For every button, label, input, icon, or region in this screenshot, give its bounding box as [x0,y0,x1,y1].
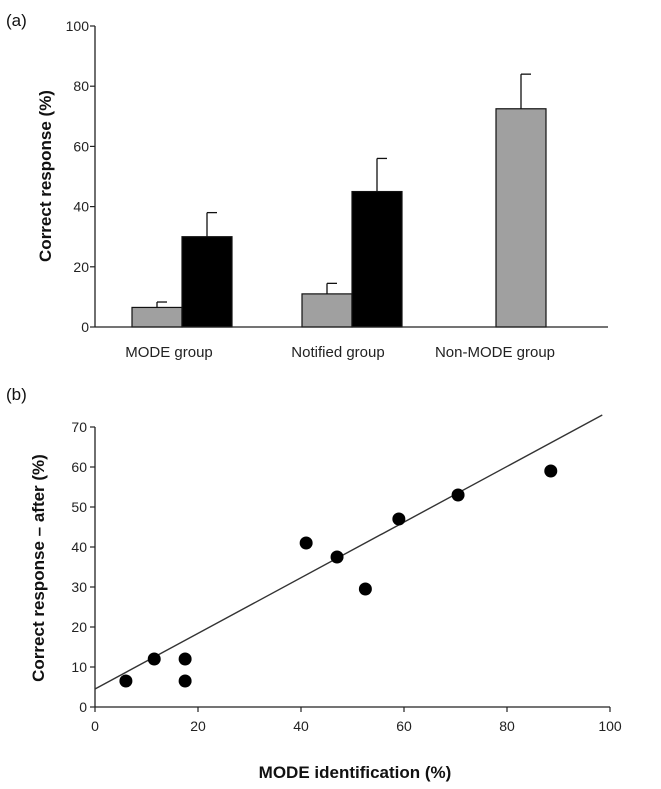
b-x-tick-label: 100 [598,718,622,734]
panel-b-label: (b) [6,385,27,404]
b-y-tick-label: 60 [71,459,87,475]
trendline [94,414,603,690]
bar [495,108,547,328]
b-x-tick-label: 80 [499,718,515,734]
b-x-tick-label: 40 [293,718,309,734]
bar [131,306,183,328]
a-y-tick-label: 100 [66,18,90,34]
b-x-tick-label: 60 [396,718,412,734]
scatter-point [299,536,313,550]
a-y-tick-label: 80 [73,78,89,94]
a-category-label: Non-MODE group [435,344,555,361]
a-y-tick-label: 0 [81,319,89,335]
a-y-tick-label: 40 [73,199,89,215]
b-y-tick-label: 20 [71,619,87,635]
panel-b-x-axis-title: MODE identification (%) [259,763,452,782]
scatter-point [119,674,133,688]
panel-b: (b) Correct response – after (%) MODE id… [6,385,622,782]
scatter-point [178,674,192,688]
scatter-point [392,512,406,526]
bar [181,236,233,328]
a-y-tick-label: 60 [73,138,89,154]
panel-a-y-axis-title: Correct response (%) [36,90,55,262]
b-x-tick-label: 20 [190,718,206,734]
scatter-point [147,652,161,666]
scatter-point [544,464,558,478]
a-y-tick-label: 20 [73,259,89,275]
panel-a-label: (a) [6,11,27,30]
scatter-point [451,488,465,502]
b-y-tick-label: 40 [71,539,87,555]
panel-a: (a) Correct response (%) 0 20 40 60 80 100 MO… [6,11,608,361]
b-y-tick-label: 30 [71,579,87,595]
b-x-tick-label: 0 [91,718,99,734]
scatter-point [330,550,344,564]
scatter-point [358,582,372,596]
a-category-label: MODE group [125,344,213,361]
a-category-label: Notified group [291,344,384,361]
scatter-point [178,652,192,666]
bar [301,293,353,328]
b-y-tick-label: 0 [79,699,87,715]
b-y-tick-label: 70 [71,419,87,435]
b-y-tick-label: 50 [71,499,87,515]
b-y-tick-label: 10 [71,659,87,675]
panel-b-y-axis-title: Correct response – after (%) [29,454,48,682]
bar [351,190,403,328]
